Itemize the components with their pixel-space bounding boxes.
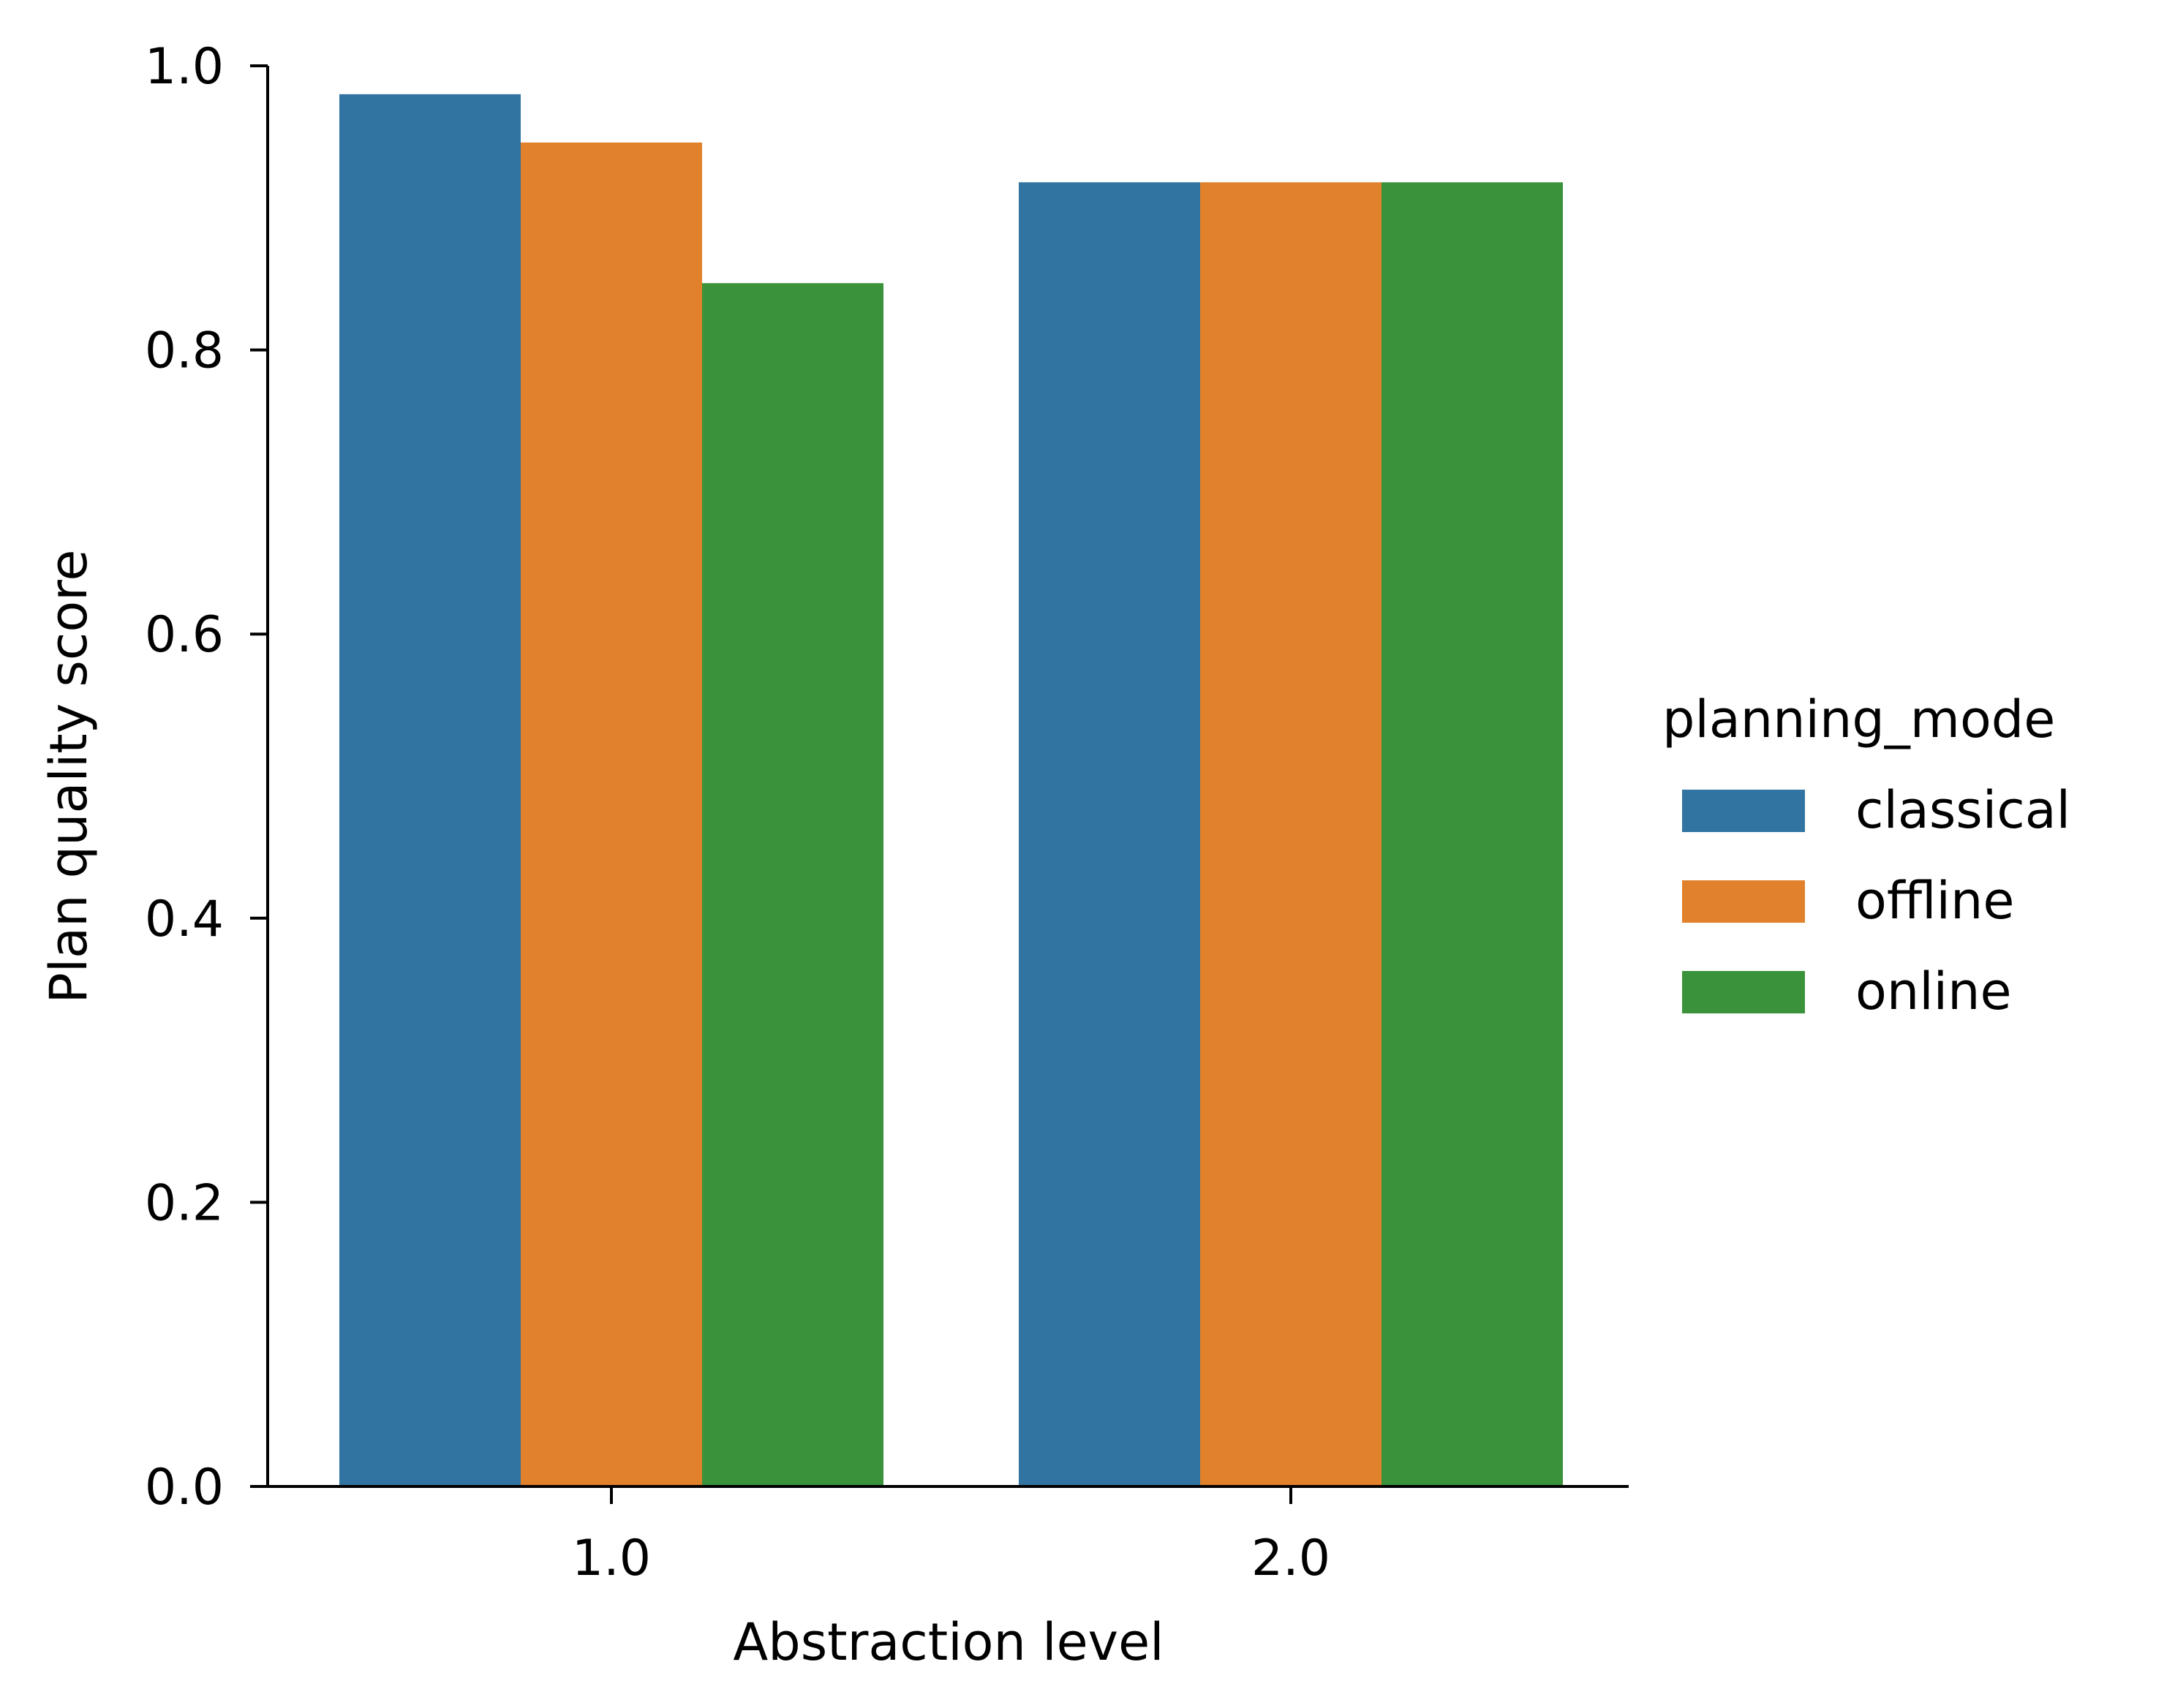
y-axis-label: Plan quality score	[39, 550, 99, 1004]
legend-swatch-classical	[1682, 790, 1805, 832]
x-tick-label: 1.0	[572, 1530, 651, 1587]
y-tick-label: 0.4	[145, 891, 224, 948]
y-tick-label: 0.2	[145, 1174, 224, 1232]
bar-offline-1.0	[521, 142, 702, 1486]
y-tick-label: 1.0	[145, 38, 224, 96]
legend-items: classical offline online	[1682, 780, 2070, 1021]
x-axis-label: Abstraction level	[733, 1612, 1164, 1672]
x-axis-ticks: 1.0 2.0	[572, 1486, 1330, 1587]
y-tick-label: 0.0	[145, 1459, 224, 1516]
bar-classical-1.0	[339, 94, 521, 1487]
legend-label-online: online	[1855, 961, 2012, 1021]
y-tick-label: 0.6	[145, 606, 224, 664]
y-tick-label: 0.8	[145, 322, 224, 380]
legend-swatch-online	[1682, 971, 1805, 1013]
bar-classical-2.0	[1019, 182, 1200, 1486]
legend-label-classical: classical	[1855, 780, 2070, 840]
bars-group	[339, 94, 1563, 1487]
legend-title: planning_mode	[1662, 689, 2055, 749]
x-tick-label: 2.0	[1251, 1530, 1330, 1587]
bar-online-2.0	[1381, 182, 1563, 1486]
legend-swatch-offline	[1682, 880, 1805, 923]
y-axis-ticks: 0.0 0.2 0.4 0.6 0.8 1.0	[145, 38, 268, 1516]
legend-label-offline: offline	[1855, 871, 2014, 931]
bar-offline-2.0	[1200, 182, 1381, 1486]
legend: planning_mode classical offline online	[1662, 689, 2070, 1021]
bar-online-1.0	[702, 283, 883, 1486]
